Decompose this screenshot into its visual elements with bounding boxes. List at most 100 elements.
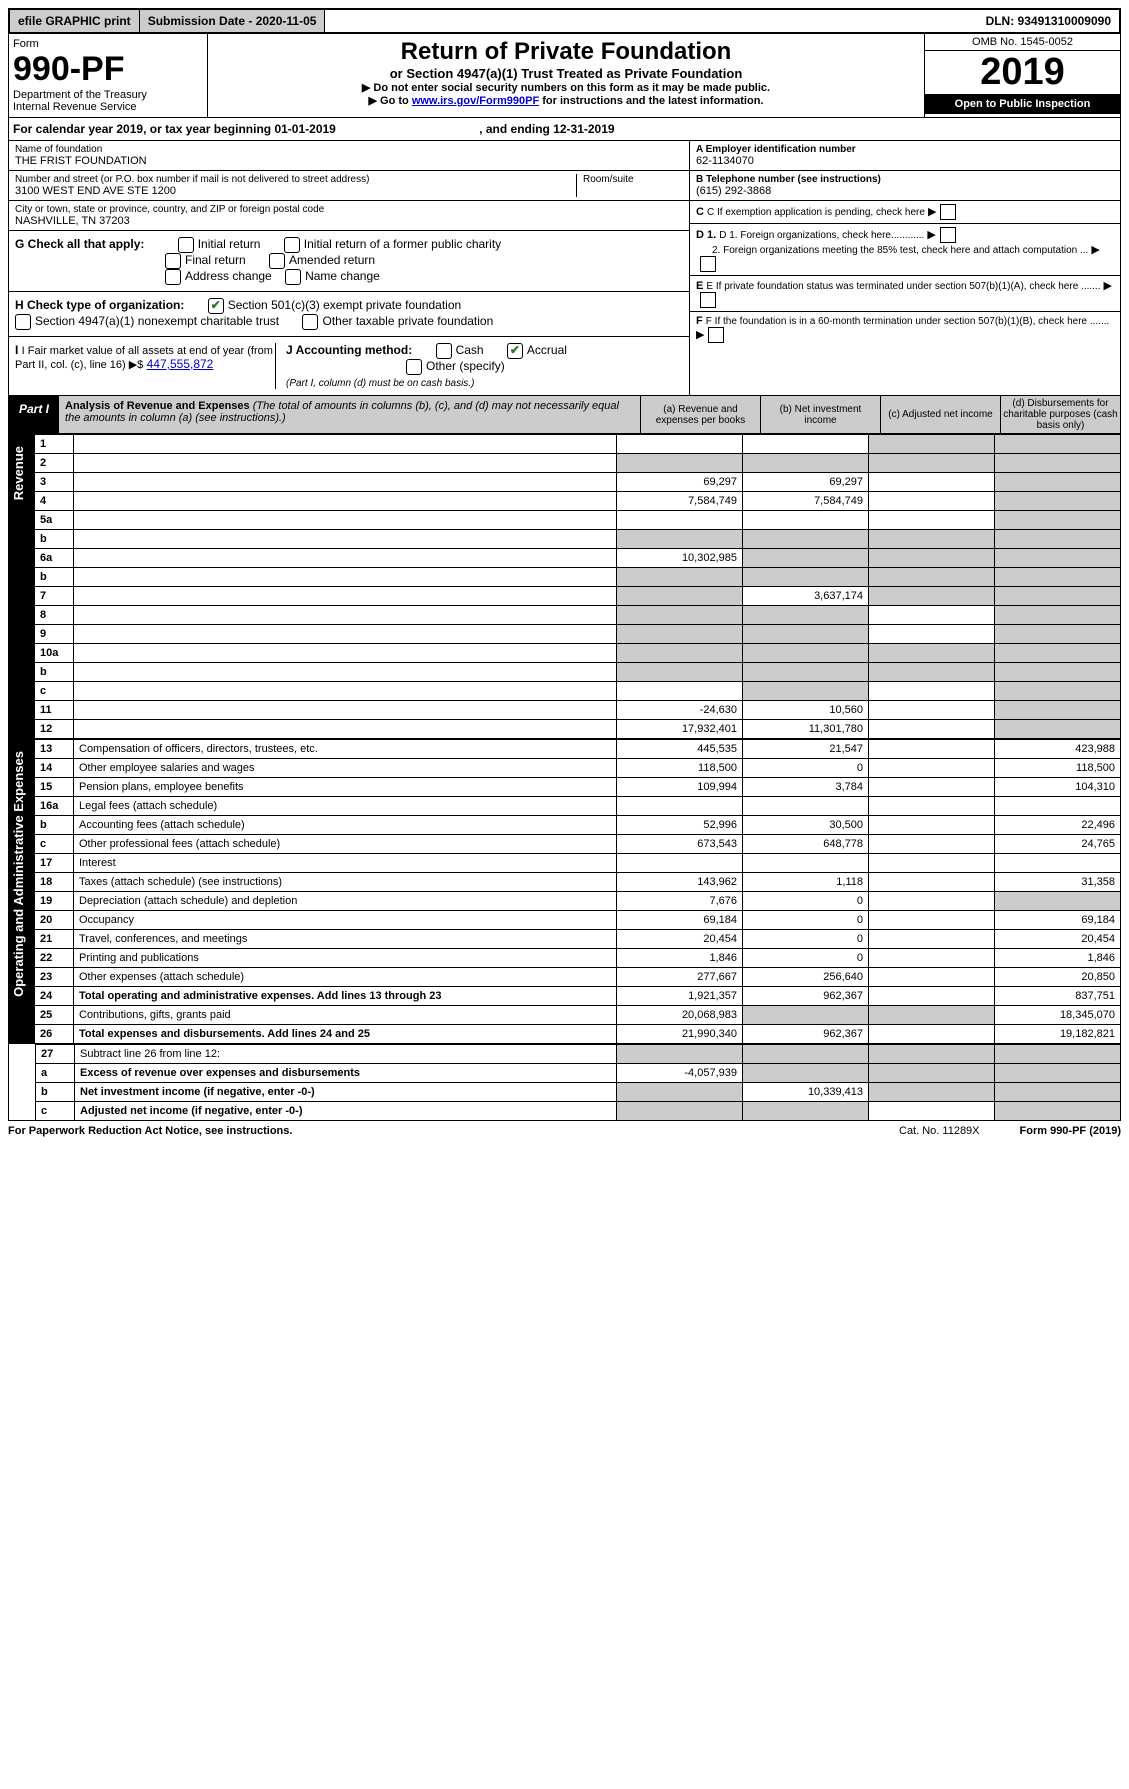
table-row: 24Total operating and administrative exp… bbox=[35, 987, 1121, 1006]
table-row: 26Total expenses and disbursements. Add … bbox=[35, 1025, 1121, 1044]
f-check-cell: F F If the foundation is in a 60-month t… bbox=[690, 312, 1120, 346]
c-check-cell: C C If exemption application is pending,… bbox=[690, 201, 1120, 224]
table-row: 1 bbox=[35, 435, 1121, 454]
address-change-checkbox[interactable] bbox=[165, 269, 181, 285]
tax-year: 2019 bbox=[925, 51, 1120, 94]
topbar: efile GRAPHIC print Submission Date - 20… bbox=[8, 8, 1121, 34]
table-row: 16aLegal fees (attach schedule) bbox=[35, 797, 1121, 816]
form-header: Form 990-PF Department of the Treasury I… bbox=[8, 34, 1121, 118]
phone-cell: B Telephone number (see instructions) (6… bbox=[690, 171, 1120, 201]
table-row: aExcess of revenue over expenses and dis… bbox=[36, 1064, 1121, 1083]
table-row: 11-24,63010,560 bbox=[35, 701, 1121, 720]
table-row: c bbox=[35, 682, 1121, 701]
expenses-table: 13Compensation of officers, directors, t… bbox=[34, 739, 1121, 1044]
irs-label: Internal Revenue Service bbox=[13, 101, 203, 113]
table-row: 5a bbox=[35, 511, 1121, 530]
other-taxable-checkbox[interactable] bbox=[302, 314, 318, 330]
efile-print-button[interactable]: efile GRAPHIC print bbox=[10, 10, 140, 32]
form-footer: Form 990-PF (2019) bbox=[1020, 1125, 1121, 1137]
initial-return-checkbox[interactable] bbox=[178, 237, 194, 253]
omb-number: OMB No. 1545-0052 bbox=[925, 34, 1120, 51]
other-method-checkbox[interactable] bbox=[406, 359, 422, 375]
revenue-sidetab: Revenue bbox=[8, 434, 34, 739]
inspection-label: Open to Public Inspection bbox=[925, 94, 1120, 114]
submission-date: Submission Date - 2020-11-05 bbox=[140, 10, 326, 32]
table-row: b bbox=[35, 530, 1121, 549]
col-a-header: (a) Revenue and expenses per books bbox=[640, 396, 760, 433]
form-label: Form bbox=[13, 38, 203, 50]
table-row: 369,29769,297 bbox=[35, 473, 1121, 492]
e-checkbox[interactable] bbox=[700, 292, 716, 308]
form-number: 990-PF bbox=[13, 50, 203, 89]
table-row: 27Subtract line 26 from line 12: bbox=[36, 1045, 1121, 1064]
table-row: 15Pension plans, employee benefits109,99… bbox=[35, 778, 1121, 797]
identification-block: Name of foundation THE FRIST FOUNDATION … bbox=[8, 141, 1121, 396]
form-title: Return of Private Foundation bbox=[212, 38, 920, 66]
table-row: 73,637,174 bbox=[35, 587, 1121, 606]
table-row: cOther professional fees (attach schedul… bbox=[35, 835, 1121, 854]
expenses-sidetab: Operating and Administrative Expenses bbox=[8, 739, 34, 1044]
table-row: 6a10,302,985 bbox=[35, 549, 1121, 568]
i-j-row: I I Fair market value of all assets at e… bbox=[9, 337, 689, 395]
e-check-cell: E E If private foundation status was ter… bbox=[690, 276, 1120, 312]
part1-desc: Analysis of Revenue and Expenses (The to… bbox=[59, 396, 640, 433]
col-d-header: (d) Disbursements for charitable purpose… bbox=[1000, 396, 1120, 433]
g-check-row: G Check all that apply: Initial return I… bbox=[9, 231, 689, 292]
dept-label: Department of the Treasury bbox=[13, 89, 203, 101]
501c3-checkbox[interactable]: ✔ bbox=[208, 298, 224, 314]
h-check-row: H Check type of organization: ✔Section 5… bbox=[9, 292, 689, 337]
initial-public-checkbox[interactable] bbox=[284, 237, 300, 253]
table-row: 14Other employee salaries and wages118,5… bbox=[35, 759, 1121, 778]
table-row: 8 bbox=[35, 606, 1121, 625]
dln: DLN: 93491310009090 bbox=[978, 10, 1119, 32]
address-cell: Number and street (or P.O. box number if… bbox=[9, 171, 689, 201]
4947-checkbox[interactable] bbox=[15, 314, 31, 330]
amended-return-checkbox[interactable] bbox=[269, 253, 285, 269]
table-row: 21Travel, conferences, and meetings20,45… bbox=[35, 930, 1121, 949]
final-return-checkbox[interactable] bbox=[165, 253, 181, 269]
table-row: bAccounting fees (attach schedule)52,996… bbox=[35, 816, 1121, 835]
bottom-section: 27Subtract line 26 from line 12:aExcess … bbox=[8, 1044, 1121, 1121]
table-row: bNet investment income (if negative, ent… bbox=[36, 1083, 1121, 1102]
f-checkbox[interactable] bbox=[708, 327, 724, 343]
accrual-checkbox[interactable]: ✔ bbox=[507, 343, 523, 359]
revenue-table: 12369,29769,29747,584,7497,584,7495ab6a1… bbox=[34, 434, 1121, 739]
ein-cell: A Employer identification number 62-1134… bbox=[690, 141, 1120, 171]
irs-link[interactable]: www.irs.gov/Form990PF bbox=[412, 95, 539, 107]
table-row: 22Printing and publications1,84601,846 bbox=[35, 949, 1121, 968]
foundation-name-cell: Name of foundation THE FRIST FOUNDATION bbox=[9, 141, 689, 171]
table-row: 25Contributions, gifts, grants paid20,06… bbox=[35, 1006, 1121, 1025]
calendar-year-row: For calendar year 2019, or tax year begi… bbox=[8, 118, 1121, 141]
table-row: cAdjusted net income (if negative, enter… bbox=[36, 1102, 1121, 1121]
name-change-checkbox[interactable] bbox=[285, 269, 301, 285]
part1-header: Part I Analysis of Revenue and Expenses … bbox=[8, 396, 1121, 434]
bottom-table: 27Subtract line 26 from line 12:aExcess … bbox=[35, 1044, 1121, 1121]
form-year-block: OMB No. 1545-0052 2019 Open to Public In… bbox=[924, 34, 1120, 117]
cash-checkbox[interactable] bbox=[436, 343, 452, 359]
table-row: 23Other expenses (attach schedule)277,66… bbox=[35, 968, 1121, 987]
revenue-section: Revenue 12369,29769,29747,584,7497,584,7… bbox=[8, 434, 1121, 739]
part1-tag: Part I bbox=[9, 396, 59, 433]
form-title-block: Return of Private Foundation or Section … bbox=[208, 34, 924, 117]
col-b-header: (b) Net investment income bbox=[760, 396, 880, 433]
form-instr1: ▶ Do not enter social security numbers o… bbox=[212, 81, 920, 94]
d-check-cell: D 1. D 1. Foreign organizations, check h… bbox=[690, 224, 1120, 276]
page-footer: For Paperwork Reduction Act Notice, see … bbox=[8, 1121, 1121, 1137]
form-instr2: ▶ Go to www.irs.gov/Form990PF for instru… bbox=[212, 94, 920, 107]
table-row: 18Taxes (attach schedule) (see instructi… bbox=[35, 873, 1121, 892]
fmv-link[interactable]: 447,555,872 bbox=[147, 357, 214, 371]
table-row: b bbox=[35, 568, 1121, 587]
d1-checkbox[interactable] bbox=[940, 227, 956, 243]
form-id-block: Form 990-PF Department of the Treasury I… bbox=[9, 34, 208, 117]
table-row: 17Interest bbox=[35, 854, 1121, 873]
d2-checkbox[interactable] bbox=[700, 256, 716, 272]
table-row: b bbox=[35, 663, 1121, 682]
c-checkbox[interactable] bbox=[940, 204, 956, 220]
table-row: 20Occupancy69,184069,184 bbox=[35, 911, 1121, 930]
city-cell: City or town, state or province, country… bbox=[9, 201, 689, 231]
table-row: 2 bbox=[35, 454, 1121, 473]
table-row: 9 bbox=[35, 625, 1121, 644]
table-row: 10a bbox=[35, 644, 1121, 663]
form-subtitle: or Section 4947(a)(1) Trust Treated as P… bbox=[212, 66, 920, 81]
expenses-section: Operating and Administrative Expenses 13… bbox=[8, 739, 1121, 1044]
